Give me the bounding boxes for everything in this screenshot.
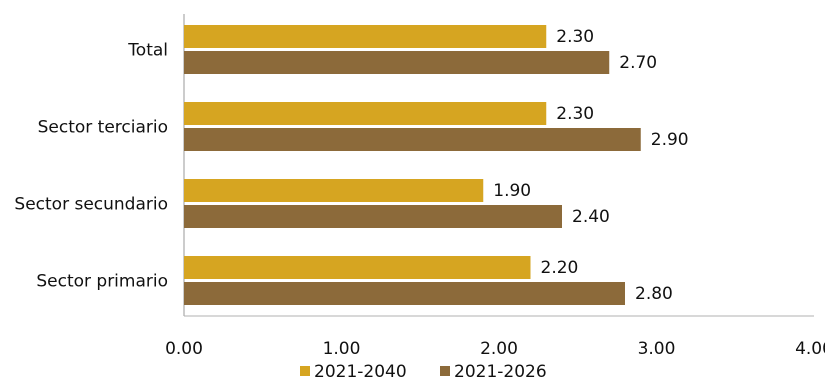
legend-label-2: 2021-2026 <box>454 362 547 382</box>
data-label-2-4: 2.80 <box>635 284 673 304</box>
bar-1-1 <box>184 25 547 48</box>
data-label-1-2: 2.30 <box>556 104 594 124</box>
legend-swatch-1 <box>300 366 310 376</box>
x-tick-label-3: 2.00 <box>480 339 518 359</box>
data-label-1-4: 2.20 <box>541 258 579 278</box>
bar-2-2 <box>184 128 641 151</box>
data-label-2-1: 2.70 <box>619 53 657 73</box>
legend-swatch-2 <box>440 366 450 376</box>
category-label-2: Sector terciario <box>38 118 168 138</box>
bar-2-1 <box>184 51 610 74</box>
data-label-2-3: 2.40 <box>572 207 610 227</box>
x-tick-label-5: 4.00 <box>795 339 825 359</box>
data-label-2-2: 2.90 <box>651 130 689 150</box>
data-label-1-1: 2.30 <box>556 27 594 47</box>
bar-1-4 <box>184 256 531 279</box>
x-tick-label-4: 3.00 <box>638 339 676 359</box>
category-label-3: Sector secundario <box>14 195 168 215</box>
x-tick-label-2: 1.00 <box>323 339 361 359</box>
legend-label-1: 2021-2040 <box>314 362 407 382</box>
bar-2-4 <box>184 282 625 305</box>
data-label-1-3: 1.90 <box>493 181 531 201</box>
category-label-1: Total <box>127 41 168 61</box>
category-label-4: Sector primario <box>36 272 168 292</box>
bar-1-3 <box>184 179 484 202</box>
x-tick-label-1: 0.00 <box>165 339 203 359</box>
bar-2-3 <box>184 205 562 228</box>
bar-1-2 <box>184 102 547 125</box>
